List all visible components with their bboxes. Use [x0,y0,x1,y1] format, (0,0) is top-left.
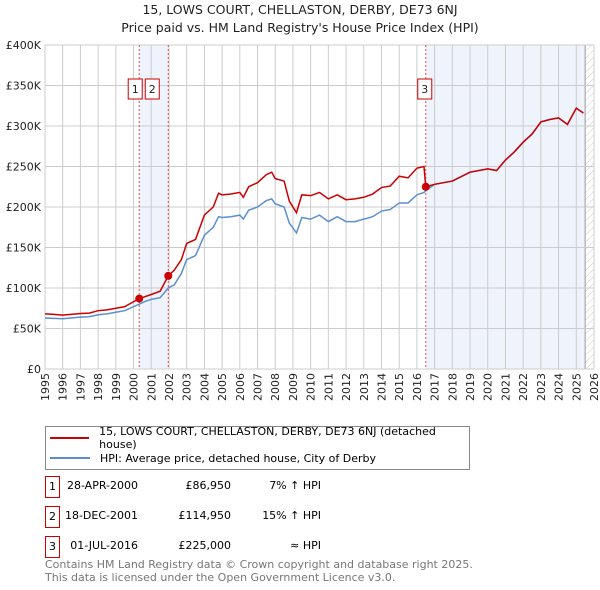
x-tick-label: 2002 [163,373,176,401]
y-tick-label: £150K [6,242,42,255]
x-tick-label: 2001 [145,373,158,401]
plot-frame [44,44,595,370]
x-tick-label: 1998 [92,373,105,401]
legend-swatch-hpi [50,457,90,459]
footer: Contains HM Land Registry data © Crown c… [45,558,473,584]
sale-label-number: 1 [132,83,139,96]
x-tick-label: 2006 [234,373,247,401]
sale-point [164,271,173,280]
x-tick-label: 2005 [216,373,229,401]
x-tick-label: 2016 [411,373,424,401]
sale-hpi-comparison: ≈ HPI [290,539,321,552]
x-tick-label: 2009 [287,373,300,401]
y-tick-label: £300K [6,120,42,133]
sale-label-box [127,78,143,100]
legend-label: HPI: Average price, detached house, City… [100,451,377,465]
x-tick-label: 2026 [588,373,600,401]
x-tick-label: 2023 [535,373,548,401]
sale-label-box [144,78,160,100]
x-tick-label: 2012 [340,373,353,401]
sale-number: 3 [45,536,60,558]
x-tick-label: 1999 [110,373,123,401]
sale-date: 01-JUL-2016 [70,539,138,552]
sale-label-number: 3 [421,83,428,96]
chart-subtitle: Price paid vs. HM Land Registry's House … [121,20,479,35]
y-tick-label: £350K [6,80,42,93]
x-tick-label: 2021 [499,373,512,401]
y-tick-label: £250K [6,161,42,174]
x-tick-label: 2022 [517,373,530,401]
x-tick-label: 1995 [39,373,52,401]
sale-date: 28-APR-2000 [66,479,138,492]
chart-title: 15, LOWS COURT, CHELLASTON, DERBY, DE73 … [142,2,458,17]
x-tick-label: 2011 [322,373,335,401]
sale-label-number: 2 [149,83,156,96]
y-tick-label: £200K [6,201,42,214]
x-tick-label: 2014 [375,373,388,401]
sale-price: £114,950 [178,509,232,522]
x-tick-label: 2015 [393,373,406,401]
x-tick-label: 2013 [358,373,371,401]
x-tick-label: 2017 [429,373,442,401]
x-tick-label: 2010 [305,373,318,401]
sale-label-box [417,78,433,100]
footer-line: This data is licensed under the Open Gov… [45,571,396,584]
sale-number: 2 [45,506,60,528]
y-tick-label: £0 [27,363,41,376]
x-tick-label: 2018 [446,373,459,401]
sale-point [135,294,144,303]
x-tick-label: 2003 [181,373,194,401]
y-tick-label: £50K [13,323,42,336]
x-tick-label: 2025 [570,373,583,401]
footer-line: Contains HM Land Registry data © Crown c… [45,558,473,571]
sale-price: £225,000 [178,539,232,552]
legend-item-hpi: HPI: Average price, detached house, City… [50,450,376,466]
sale-hpi-comparison: 15% ↑ HPI [262,509,321,522]
sale-date: 18-DEC-2001 [64,509,138,522]
x-tick-label: 2000 [128,373,141,401]
legend-item-property: 15, LOWS COURT, CHELLASTON, DERBY, DE73 … [50,425,469,451]
y-tick-label: £400K [6,39,42,52]
x-tick-label: 2024 [553,373,566,401]
legend-label: 15, LOWS COURT, CHELLASTON, DERBY, DE73 … [99,425,436,451]
sale-number: 1 [45,476,60,498]
x-tick-label: 2007 [252,373,265,401]
sale-point [421,182,430,191]
legend-swatch-property [50,437,90,439]
sale-hpi-comparison: 7% ↑ HPI [269,479,321,492]
x-tick-label: 2008 [269,373,282,401]
legend: 15, LOWS COURT, CHELLASTON, DERBY, DE73 … [45,425,470,470]
y-tick-label: £100K [6,282,42,295]
x-tick-label: 2004 [198,373,211,401]
x-tick-label: 2020 [482,373,495,401]
x-tick-label: 1996 [57,373,70,401]
sale-price: £86,950 [185,479,232,492]
line-chart: 1995 1996 1997 1998 1999 2000 2001 2002 2003 2004… [6,39,600,401]
x-tick-label: 1997 [74,373,87,401]
x-tick-label: 2019 [464,373,477,401]
